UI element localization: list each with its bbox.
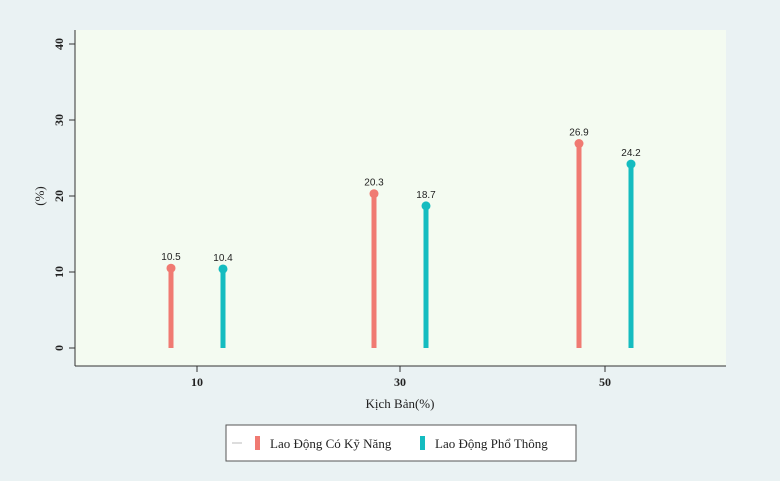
data-label: 24.2 <box>621 148 641 159</box>
bar-skilled <box>576 143 582 348</box>
bar-cap-unskilled <box>218 264 228 274</box>
data-label: 10.4 <box>213 253 233 264</box>
bar-unskilled <box>220 268 226 348</box>
bar-cap-unskilled <box>421 201 431 211</box>
x-tick-label: 10 <box>191 375 203 389</box>
y-tick-label: 0 <box>52 345 66 351</box>
x-tick-label: 50 <box>599 375 611 389</box>
data-label: 20.3 <box>364 178 384 189</box>
legend-swatch-skilled <box>255 436 260 450</box>
y-tick-label: 40 <box>52 38 66 50</box>
data-label: 10.5 <box>161 252 181 263</box>
legend: Lao Động Có Kỹ Năng Lao Động Phổ Thông <box>225 424 577 462</box>
bar-unskilled <box>423 205 429 348</box>
x-axis-ticks: 10 30 50 <box>191 366 611 389</box>
plot-area <box>75 30 726 366</box>
bar-cap-skilled <box>574 139 584 149</box>
bar-cap-skilled <box>369 189 379 199</box>
bar-cap-skilled <box>166 263 176 273</box>
bars: 10.5 20.3 26.9 10.4 18.7 24.2 <box>161 128 641 348</box>
bar-skilled <box>168 268 174 348</box>
y-axis-ticks: 0 10 20 30 40 <box>52 38 75 351</box>
y-axis-title: (%) <box>32 186 47 206</box>
bar-skilled <box>371 193 377 348</box>
y-tick-label: 20 <box>52 190 66 202</box>
bar-cap-unskilled <box>626 159 636 169</box>
data-label: 26.9 <box>569 128 589 139</box>
y-tick-label: 30 <box>52 114 66 126</box>
legend-box <box>225 424 577 462</box>
x-axis-title: Kịch Bản(%) <box>366 396 435 411</box>
legend-label-unskilled: Lao Động Phổ Thông <box>435 436 548 451</box>
y-tick-label: 10 <box>52 266 66 278</box>
x-tick-label: 30 <box>394 375 406 389</box>
data-label: 18.7 <box>416 190 436 201</box>
bar-unskilled <box>628 164 634 348</box>
legend-label-skilled: Lao Động Có Kỹ Năng <box>270 436 392 451</box>
legend-swatch-unskilled <box>420 436 425 450</box>
